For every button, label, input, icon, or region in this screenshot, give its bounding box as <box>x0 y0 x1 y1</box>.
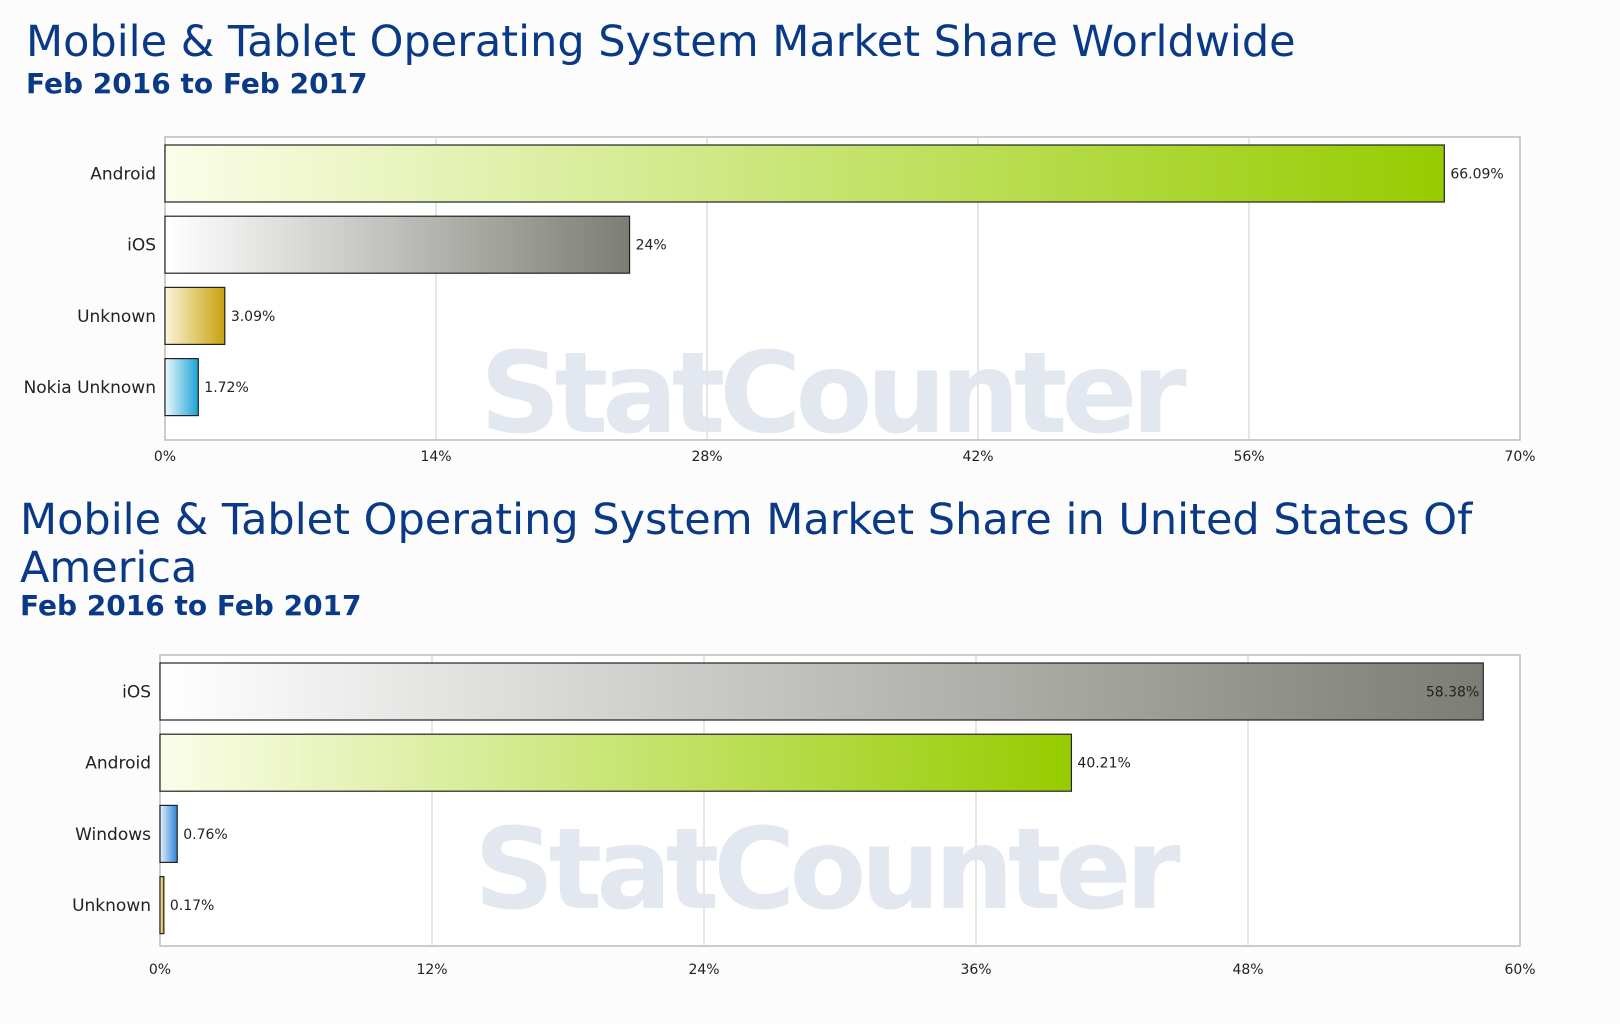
chart-title-line2: America <box>20 543 198 593</box>
chart-subtitle: Feb 2016 to Feb 2017 <box>26 67 368 100</box>
x-tick-label: 70% <box>1504 449 1535 465</box>
watermark-text: StatCounter <box>480 329 1186 459</box>
chart-title-line1: Mobile & Tablet Operating System Market … <box>20 495 1473 545</box>
bar-android[interactable] <box>164 144 1445 203</box>
x-tick-label: 48% <box>1232 962 1263 978</box>
value-label: 66.09% <box>1450 167 1503 183</box>
bar-windows[interactable] <box>159 804 178 863</box>
category-label: Android <box>90 165 156 185</box>
value-label: 40.21% <box>1077 756 1130 772</box>
x-tick-label: 24% <box>688 962 719 978</box>
bar-android[interactable] <box>159 733 1073 792</box>
x-tick-label: 36% <box>960 962 991 978</box>
value-label: 0.76% <box>183 827 227 843</box>
chart-title: Mobile & Tablet Operating System Market … <box>26 17 1296 67</box>
bar-ios[interactable] <box>159 662 1484 721</box>
statcounter-watermark: StatCounter <box>480 329 1192 459</box>
category-label: Windows <box>75 825 151 845</box>
value-label: 24% <box>636 238 667 254</box>
x-tick-label: 28% <box>691 449 722 465</box>
statcounter-watermark: StatCounter <box>474 805 1186 935</box>
bar-chart-usa: StatCounter iOS 58.38% Android 40.21% Windows… <box>72 654 1536 978</box>
bar-unknown[interactable] <box>159 876 165 935</box>
category-label: Nokia Unknown <box>24 378 156 398</box>
chart-usa: Mobile & Tablet Operating System Market … <box>0 490 1620 1024</box>
value-label: 58.38% <box>1426 685 1479 701</box>
value-label: 0.17% <box>170 898 214 914</box>
category-label: Android <box>85 754 151 774</box>
watermark-text: StatCounter <box>474 805 1180 935</box>
bar-chart-worldwide: StatCounter Android 66.09% iOS 24% Unknown 3.0… <box>24 136 1536 465</box>
chart-worldwide: Mobile & Tablet Operating System Market … <box>0 0 1620 480</box>
bar-unknown[interactable] <box>164 286 226 345</box>
x-tick-label: 60% <box>1504 962 1535 978</box>
category-label: iOS <box>127 236 156 256</box>
x-tick-label: 42% <box>962 449 993 465</box>
x-tick-label: 0% <box>154 449 176 465</box>
chart-subtitle: Feb 2016 to Feb 2017 <box>20 589 362 622</box>
category-label: Unknown <box>72 896 151 916</box>
x-tick-label: 14% <box>420 449 451 465</box>
value-label: 1.72% <box>204 380 248 396</box>
category-label: iOS <box>122 683 151 703</box>
bar-nokia-unknown[interactable] <box>164 358 199 417</box>
category-label: Unknown <box>77 307 156 327</box>
bar-ios[interactable] <box>164 215 631 274</box>
x-tick-label: 0% <box>149 962 171 978</box>
x-tick-label: 56% <box>1233 449 1264 465</box>
value-label: 3.09% <box>231 309 275 325</box>
x-tick-label: 12% <box>416 962 447 978</box>
